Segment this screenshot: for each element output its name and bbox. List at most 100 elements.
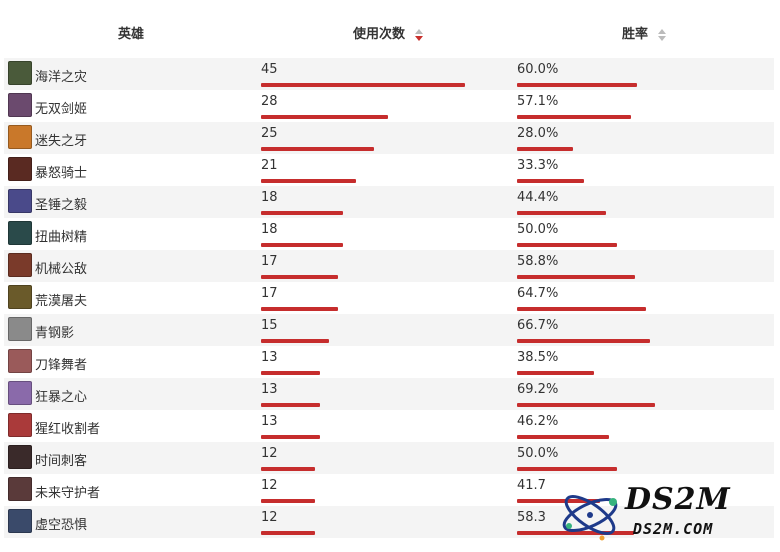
hero-name[interactable]: 狂暴之心 xyxy=(35,390,88,405)
hero-avatar[interactable] xyxy=(8,381,32,405)
column-header-win-rate[interactable]: 胜率 xyxy=(622,23,666,42)
table-row[interactable]: 猩红收割者 13 46.2% xyxy=(4,410,774,442)
column-header-uses[interactable]: 使用次数 xyxy=(353,23,423,42)
hero-name[interactable]: 扭曲树精 xyxy=(35,230,88,245)
uses-bar xyxy=(261,467,315,471)
uses-bar xyxy=(261,147,374,151)
win-rate-bar xyxy=(517,147,573,151)
uses-count: 12 xyxy=(261,446,278,461)
win-rate-bar xyxy=(517,275,635,279)
win-rate-bar xyxy=(517,467,617,471)
uses-count: 45 xyxy=(261,62,278,77)
uses-count: 17 xyxy=(261,286,278,301)
hero-avatar[interactable] xyxy=(8,317,32,341)
table-row[interactable]: 圣锤之毅 18 44.4% xyxy=(4,186,774,218)
uses-bar xyxy=(261,307,338,311)
hero-name[interactable]: 青钢影 xyxy=(35,326,75,341)
hero-name[interactable]: 海洋之灾 xyxy=(35,70,88,85)
win-rate-value: 58.8% xyxy=(517,254,559,269)
hero-name[interactable]: 虚空恐惧 xyxy=(35,518,88,533)
hero-name[interactable]: 未来守护者 xyxy=(35,486,101,501)
win-rate-value: 64.7% xyxy=(517,286,559,301)
hero-avatar[interactable] xyxy=(8,285,32,309)
uses-bar xyxy=(261,83,465,87)
table-row[interactable]: 迷失之牙 25 28.0% xyxy=(4,122,774,154)
win-rate-bar xyxy=(517,531,634,535)
hero-name[interactable]: 机械公敌 xyxy=(35,262,88,277)
table-row[interactable]: 虚空恐惧 12 58.3 xyxy=(4,506,774,538)
atom-logo-icon xyxy=(562,495,618,541)
win-rate-value: 58.3 xyxy=(517,510,546,525)
win-rate-value: 44.4% xyxy=(517,190,559,205)
win-rate-value: 46.2% xyxy=(517,414,559,429)
uses-bar xyxy=(261,115,388,119)
hero-name[interactable]: 荒漠屠夫 xyxy=(35,294,88,309)
win-rate-value: 60.0% xyxy=(517,62,559,77)
win-rate-bar xyxy=(517,83,637,87)
uses-count: 13 xyxy=(261,382,278,397)
table-row[interactable]: 无双剑姬 28 57.1% xyxy=(4,90,774,122)
uses-count: 21 xyxy=(261,158,278,173)
uses-bar xyxy=(261,531,315,535)
uses-bar xyxy=(261,211,343,215)
win-rate-bar xyxy=(517,307,646,311)
table-row[interactable]: 暴怒骑士 21 33.3% xyxy=(4,154,774,186)
table-row[interactable]: 机械公敌 17 58.8% xyxy=(4,250,774,282)
column-header-uses-label: 使用次数 xyxy=(353,27,406,42)
hero-avatar[interactable] xyxy=(8,93,32,117)
hero-avatar[interactable] xyxy=(8,221,32,245)
hero-avatar[interactable] xyxy=(8,413,32,437)
win-rate-value: 41.7 xyxy=(517,478,546,493)
hero-avatar[interactable] xyxy=(8,445,32,469)
hero-avatar[interactable] xyxy=(8,509,32,533)
table-row[interactable]: 青钢影 15 66.7% xyxy=(4,314,774,346)
column-header-win-rate-label: 胜率 xyxy=(622,27,649,42)
hero-name[interactable]: 迷失之牙 xyxy=(35,134,88,149)
uses-bar xyxy=(261,339,329,343)
hero-name[interactable]: 圣锤之毅 xyxy=(35,198,88,213)
hero-avatar[interactable] xyxy=(8,157,32,181)
uses-count: 25 xyxy=(261,126,278,141)
win-rate-value: 50.0% xyxy=(517,222,559,237)
hero-name[interactable]: 无双剑姬 xyxy=(35,102,88,117)
win-rate-value: 69.2% xyxy=(517,382,559,397)
column-header-hero-label: 英雄 xyxy=(118,27,145,42)
table-row[interactable]: 扭曲树精 18 50.0% xyxy=(4,218,774,250)
table-row[interactable]: 狂暴之心 13 69.2% xyxy=(4,378,774,410)
hero-name[interactable]: 暴怒骑士 xyxy=(35,166,88,181)
uses-bar xyxy=(261,371,320,375)
hero-name[interactable]: 猩红收割者 xyxy=(35,422,101,437)
table-header: 英雄 使用次数 胜率 xyxy=(0,0,780,58)
sort-descending-icon[interactable] xyxy=(414,28,423,41)
table-row[interactable]: 荒漠屠夫 17 64.7% xyxy=(4,282,774,314)
table-row[interactable]: 未来守护者 12 41.7 xyxy=(4,474,774,506)
table-row[interactable]: 海洋之灾 45 60.0% xyxy=(4,58,774,90)
uses-count: 15 xyxy=(261,318,278,333)
win-rate-value: 33.3% xyxy=(517,158,559,173)
uses-count: 12 xyxy=(261,510,278,525)
uses-bar xyxy=(261,499,315,503)
hero-avatar[interactable] xyxy=(8,189,32,213)
hero-name[interactable]: 时间刺客 xyxy=(35,454,88,469)
win-rate-value: 50.0% xyxy=(517,446,559,461)
hero-avatar[interactable] xyxy=(8,253,32,277)
watermark-title: DS2M xyxy=(625,482,731,517)
hero-name[interactable]: 刀锋舞者 xyxy=(35,358,88,373)
table-row[interactable]: 时间刺客 12 50.0% xyxy=(4,442,774,474)
win-rate-bar xyxy=(517,499,600,503)
hero-avatar[interactable] xyxy=(8,349,32,373)
hero-avatar[interactable] xyxy=(8,125,32,149)
win-rate-bar xyxy=(517,371,594,375)
hero-avatar[interactable] xyxy=(8,477,32,501)
uses-count: 18 xyxy=(261,222,278,237)
win-rate-bar xyxy=(517,211,606,215)
table-row[interactable]: 刀锋舞者 13 38.5% xyxy=(4,346,774,378)
win-rate-value: 66.7% xyxy=(517,318,559,333)
win-rate-value: 57.1% xyxy=(517,94,559,109)
column-header-hero[interactable]: 英雄 xyxy=(118,23,144,42)
win-rate-bar xyxy=(517,403,655,407)
sort-icon[interactable] xyxy=(657,28,666,41)
hero-avatar[interactable] xyxy=(8,61,32,85)
win-rate-value: 28.0% xyxy=(517,126,559,141)
uses-bar xyxy=(261,435,320,439)
